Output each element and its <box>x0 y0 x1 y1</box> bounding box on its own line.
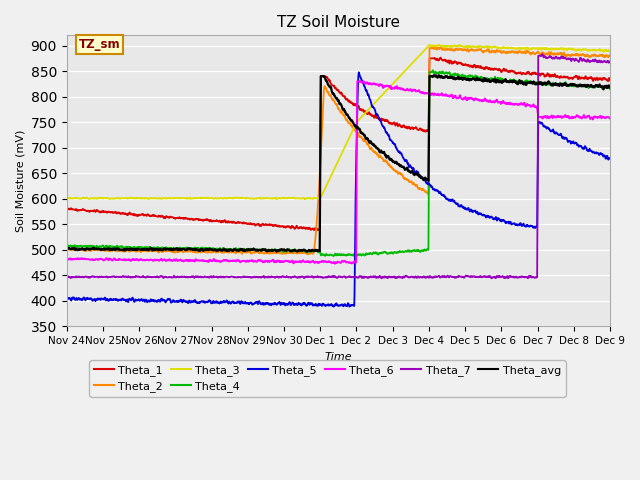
Line: Theta_3: Theta_3 <box>67 45 610 199</box>
Y-axis label: Soil Moisture (mV): Soil Moisture (mV) <box>15 130 25 232</box>
Theta_5 <box>312 302 320 308</box>
Theta_6 <box>606 116 614 121</box>
Theta_avg <box>313 248 321 253</box>
Line: Theta_5: Theta_5 <box>67 72 610 307</box>
Theta_5 <box>355 70 363 75</box>
Title: TZ Soil Moisture: TZ Soil Moisture <box>277 15 400 30</box>
Theta_1 <box>591 75 598 81</box>
Theta_7 <box>591 58 598 63</box>
Theta_4 <box>591 84 598 90</box>
Theta_3 <box>63 195 70 201</box>
Theta_7 <box>378 276 385 281</box>
Line: Theta_4: Theta_4 <box>67 70 610 256</box>
Theta_7 <box>606 59 614 65</box>
Line: Theta_6: Theta_6 <box>67 81 610 264</box>
Theta_5 <box>591 150 598 156</box>
Theta_avg <box>435 72 443 78</box>
Theta_4 <box>591 85 598 91</box>
Theta_6 <box>591 113 598 119</box>
Theta_4 <box>63 242 70 248</box>
Theta_4 <box>90 243 98 249</box>
Theta_avg <box>491 76 499 82</box>
Theta_7 <box>90 274 98 280</box>
Theta_2 <box>432 44 440 50</box>
Theta_3 <box>327 173 335 179</box>
Theta_3 <box>145 196 152 202</box>
Theta_1 <box>437 55 445 60</box>
Theta_4 <box>327 252 335 258</box>
Theta_5 <box>90 296 98 302</box>
Theta_avg <box>591 84 598 89</box>
Theta_3 <box>591 47 598 53</box>
Theta_6 <box>591 114 598 120</box>
Theta_avg <box>591 84 598 89</box>
Theta_4 <box>429 67 437 73</box>
Theta_7 <box>327 274 335 280</box>
Theta_6 <box>327 260 335 265</box>
Theta_4 <box>312 247 320 253</box>
Theta_7 <box>538 51 546 57</box>
Theta_2 <box>491 48 499 54</box>
Line: Theta_7: Theta_7 <box>67 54 610 278</box>
Theta_7 <box>63 274 70 280</box>
Theta_5 <box>63 297 70 303</box>
Theta_5 <box>606 156 614 161</box>
Theta_4 <box>606 83 614 89</box>
Theta_3 <box>606 49 614 55</box>
Theta_1 <box>606 77 614 83</box>
Theta_3 <box>90 196 98 202</box>
Theta_7 <box>312 274 320 280</box>
Theta_2 <box>606 52 614 58</box>
Theta_5 <box>591 150 598 156</box>
Theta_6 <box>491 98 499 104</box>
Theta_6 <box>331 261 339 267</box>
Line: Theta_1: Theta_1 <box>67 58 610 230</box>
Theta_7 <box>491 275 499 280</box>
Theta_avg <box>90 246 98 252</box>
Theta_2 <box>305 252 312 257</box>
Theta_4 <box>330 253 337 259</box>
Theta_2 <box>327 93 335 99</box>
Theta_1 <box>314 228 322 233</box>
Theta_2 <box>90 247 98 252</box>
Theta_avg <box>606 85 614 91</box>
Theta_6 <box>353 78 361 84</box>
Theta_1 <box>63 207 70 213</box>
Theta_avg <box>327 85 335 91</box>
Theta_2 <box>313 220 321 226</box>
Legend: Theta_1, Theta_2, Theta_3, Theta_4, Theta_5, Theta_6, Theta_7, Theta_avg: Theta_1, Theta_2, Theta_3, Theta_4, Thet… <box>90 360 566 396</box>
Theta_3 <box>591 48 598 53</box>
Theta_avg <box>273 249 280 254</box>
Theta_1 <box>327 81 335 87</box>
Theta_3 <box>435 42 442 48</box>
Text: TZ_sm: TZ_sm <box>79 38 120 51</box>
Theta_4 <box>491 74 499 80</box>
Theta_1 <box>312 227 320 232</box>
Theta_2 <box>591 51 598 57</box>
Theta_7 <box>591 58 598 64</box>
Line: Theta_2: Theta_2 <box>67 47 610 254</box>
Theta_5 <box>330 304 338 310</box>
Theta_3 <box>313 195 321 201</box>
Theta_6 <box>63 256 70 262</box>
Theta_2 <box>63 246 70 252</box>
Theta_6 <box>312 259 320 265</box>
Theta_1 <box>491 66 499 72</box>
Theta_5 <box>491 216 499 222</box>
X-axis label: Time: Time <box>324 352 352 362</box>
Theta_5 <box>327 301 335 307</box>
Theta_1 <box>90 207 98 213</box>
Line: Theta_avg: Theta_avg <box>67 75 610 252</box>
Theta_3 <box>491 44 499 49</box>
Theta_avg <box>63 247 70 252</box>
Theta_6 <box>90 257 98 263</box>
Theta_1 <box>591 75 598 81</box>
Theta_2 <box>591 52 598 58</box>
